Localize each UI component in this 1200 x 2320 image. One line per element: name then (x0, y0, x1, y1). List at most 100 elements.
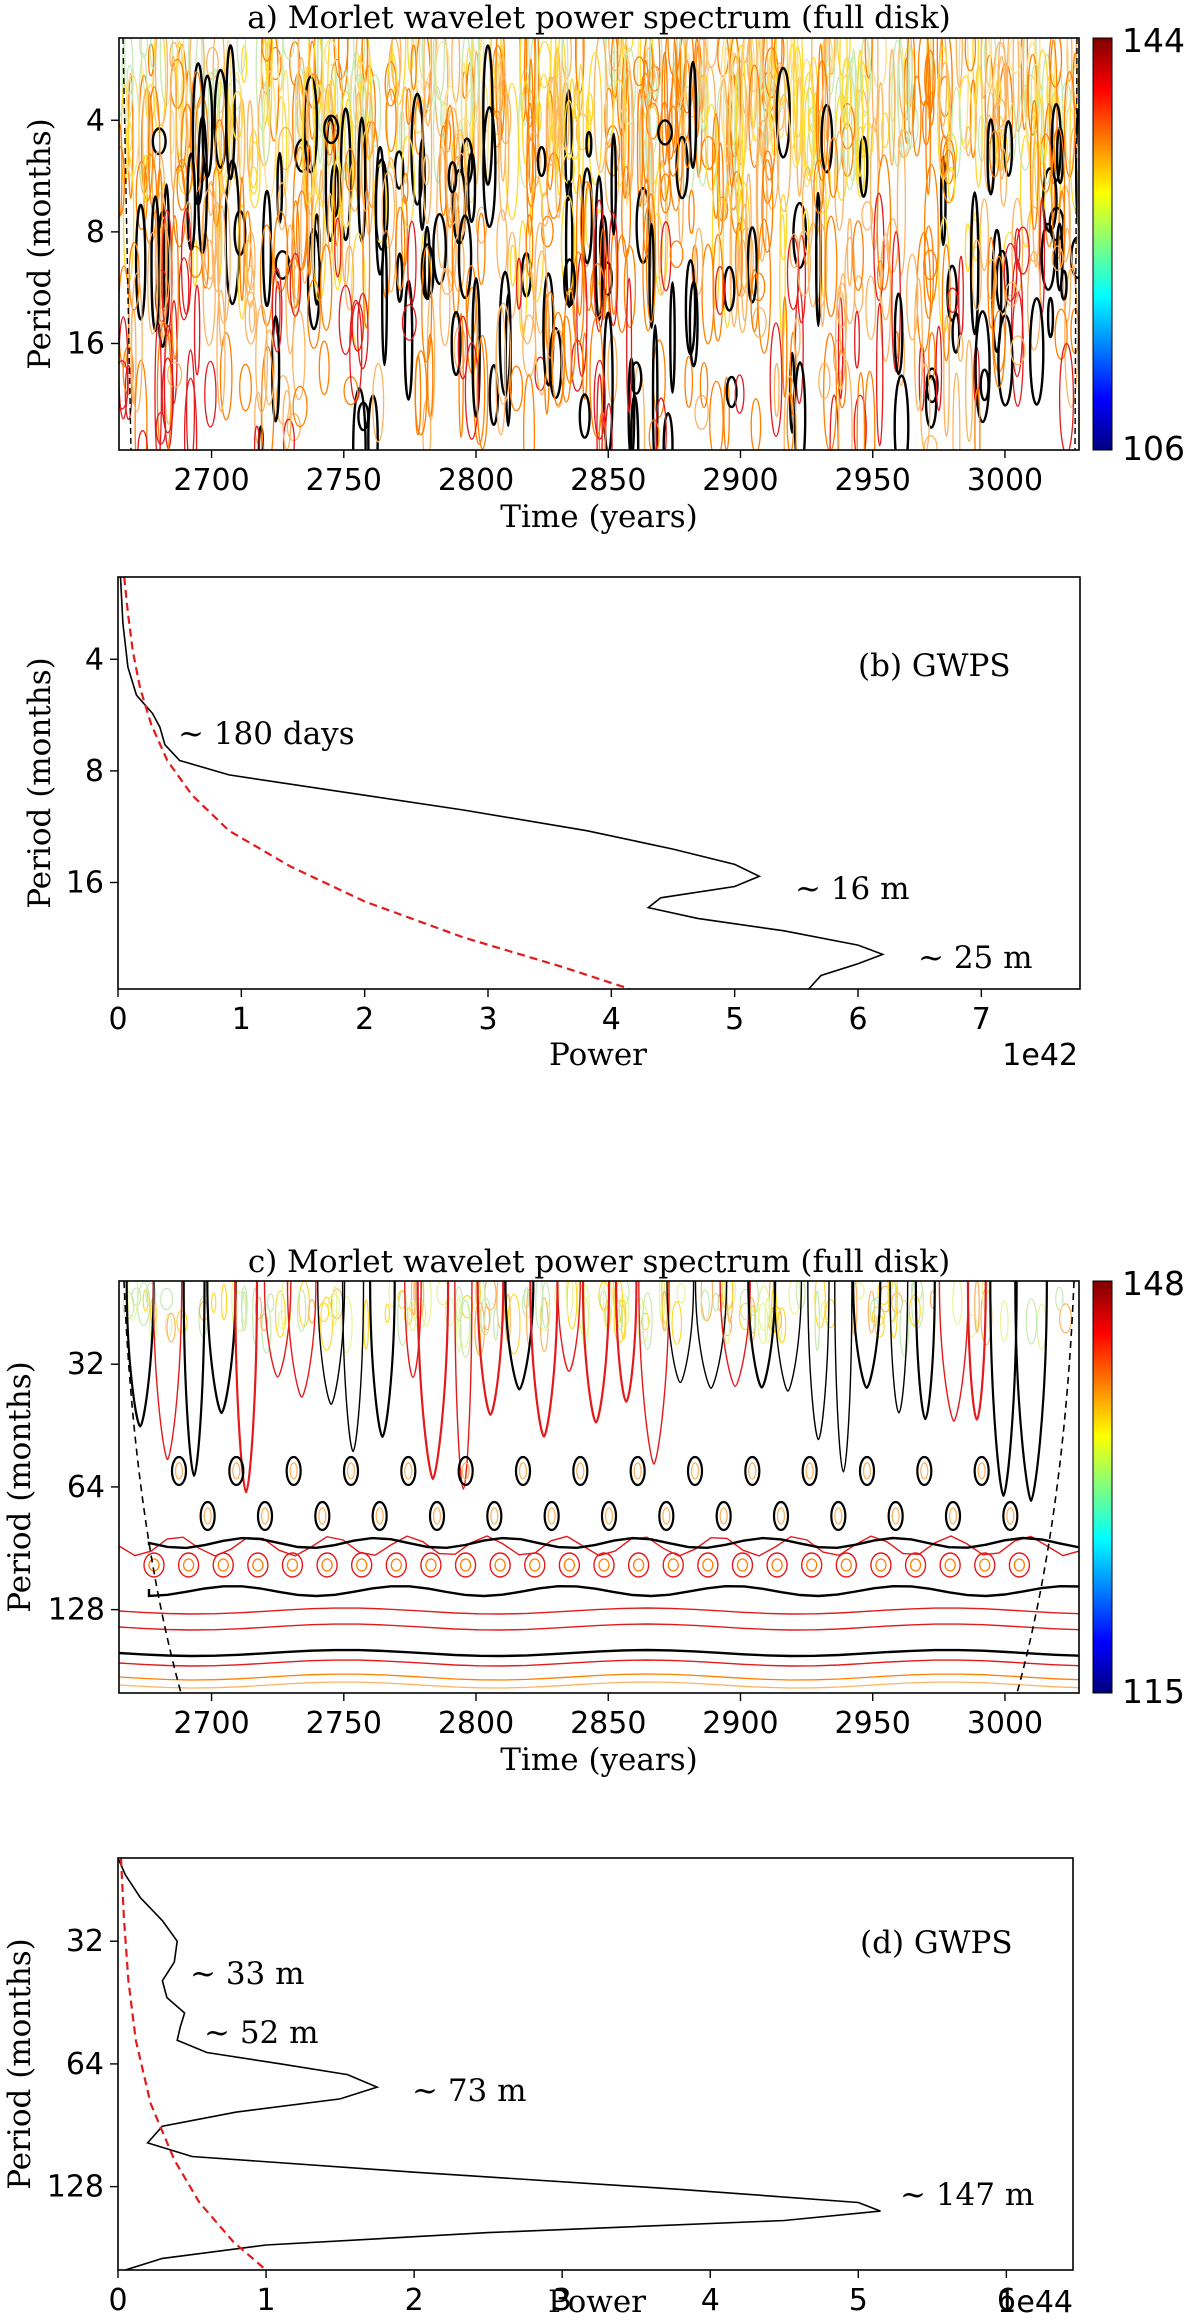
contour-streak (610, 132, 618, 236)
contour-streak (1029, 99, 1039, 231)
contour-streak (1003, 242, 1018, 302)
contour-streak (320, 1296, 334, 1351)
contour-loop (314, 1500, 331, 1532)
contour-streak (457, 214, 473, 300)
contour-loop-inner (977, 1462, 986, 1480)
contour-streak (761, 159, 774, 253)
contour-streak (445, 107, 461, 226)
contour-streak (700, 1281, 714, 1322)
contour-band (119, 1681, 1079, 1689)
contour-streak (663, 38, 678, 160)
contour-streak (170, 214, 179, 360)
contour-streak (207, 180, 215, 216)
contour-loop (904, 1552, 927, 1578)
contour-streak (636, 88, 644, 208)
contour-streak (458, 312, 464, 439)
cone-of-influence-left (123, 1281, 182, 1693)
panel-d-ylabel: Period (months) (2, 1938, 38, 2189)
contour-loop (731, 1552, 754, 1578)
contour-loop (228, 1455, 245, 1487)
contour-streak (454, 152, 468, 237)
contour-streak (861, 200, 874, 231)
contour-streak (202, 239, 216, 347)
contour-loop (199, 1500, 216, 1532)
contour-streak (969, 219, 982, 249)
significance-contour (147, 1584, 1079, 1598)
contour-streak (1010, 335, 1026, 366)
contour-loop (697, 1552, 719, 1578)
contour-streak (943, 314, 950, 438)
contour-streak (841, 58, 852, 130)
contour-streak (1068, 127, 1079, 270)
contour-streak (852, 1281, 865, 1300)
contour-streak (523, 1287, 530, 1310)
contour-streak (421, 38, 436, 112)
contour-streak (145, 1282, 157, 1307)
contour-finger (747, 1281, 777, 1389)
panel-c-title: c) Morlet wavelet power spectrum (full d… (248, 1244, 950, 1280)
contour-streak (400, 86, 410, 184)
contour-streak (996, 38, 1007, 180)
contour-finger (614, 1281, 638, 1403)
contour-streak (594, 175, 604, 322)
contour-streak (261, 80, 271, 165)
contour-streak (993, 98, 1007, 139)
contour-streak (1053, 38, 1069, 121)
contour-streak (237, 204, 247, 320)
contour-finger (852, 1281, 882, 1389)
significance-line (119, 1858, 267, 2270)
contour-streak (906, 253, 919, 341)
contour-streak (822, 38, 834, 76)
contour-streak (1046, 73, 1056, 116)
contour-streak (813, 159, 825, 214)
contour-finger (1014, 1281, 1048, 1502)
x-tick-label: 5 (849, 2283, 868, 2315)
contour-loop-inner (321, 1558, 333, 1572)
contour-streak (971, 239, 982, 311)
x-tick-label: 3000 (967, 463, 1043, 498)
contour-loop-inner (604, 1507, 614, 1525)
contour-streak (737, 239, 748, 334)
contour-streak (122, 1291, 135, 1320)
contour-streak (373, 164, 388, 244)
contour-streak (969, 79, 977, 159)
contour-streak (688, 189, 695, 235)
contour-streak (534, 250, 549, 396)
contour-streak (865, 275, 877, 340)
contour-loop-inner (920, 1462, 929, 1480)
contour-streak (952, 372, 961, 450)
contour-streak (130, 272, 143, 413)
x-tick-label: 4 (602, 1002, 621, 1037)
contour-streak (649, 38, 663, 96)
panel-c-colorbar (1092, 1280, 1113, 1694)
contour-streak (240, 45, 248, 83)
contour-streak (1059, 1303, 1072, 1334)
contour-streak (529, 176, 545, 303)
x-tick-label: 2 (405, 2283, 424, 2315)
contour-streak (277, 54, 285, 92)
contour-streak (916, 232, 932, 354)
contour-streak (828, 137, 839, 198)
contour-finger (182, 1281, 206, 1477)
panel-a-colorbar-min: 106 (1122, 429, 1185, 468)
contour-streak (684, 136, 691, 169)
contour-loop-inner (576, 1462, 585, 1480)
contour-streak (188, 38, 203, 115)
contour-finger (125, 1281, 155, 1428)
contour-streak (488, 364, 499, 427)
contour-streak (546, 152, 562, 219)
contour-streak (535, 1281, 544, 1329)
x-tick-label: 2900 (702, 1706, 778, 1741)
contour-finger (834, 1281, 853, 1473)
x-tick-label: 2750 (306, 1706, 382, 1741)
contour-loop (887, 1500, 904, 1532)
contour-streak (381, 233, 389, 367)
contour-streak (551, 311, 565, 406)
contour-streak (178, 257, 190, 321)
contour-streak (164, 1313, 173, 1337)
contour-streak (723, 265, 736, 312)
panel-d-x-multiplier: 1e44 (997, 2285, 1073, 2315)
contour-streak (238, 98, 246, 184)
contour-streak (740, 38, 753, 117)
contour-streak (294, 99, 301, 161)
